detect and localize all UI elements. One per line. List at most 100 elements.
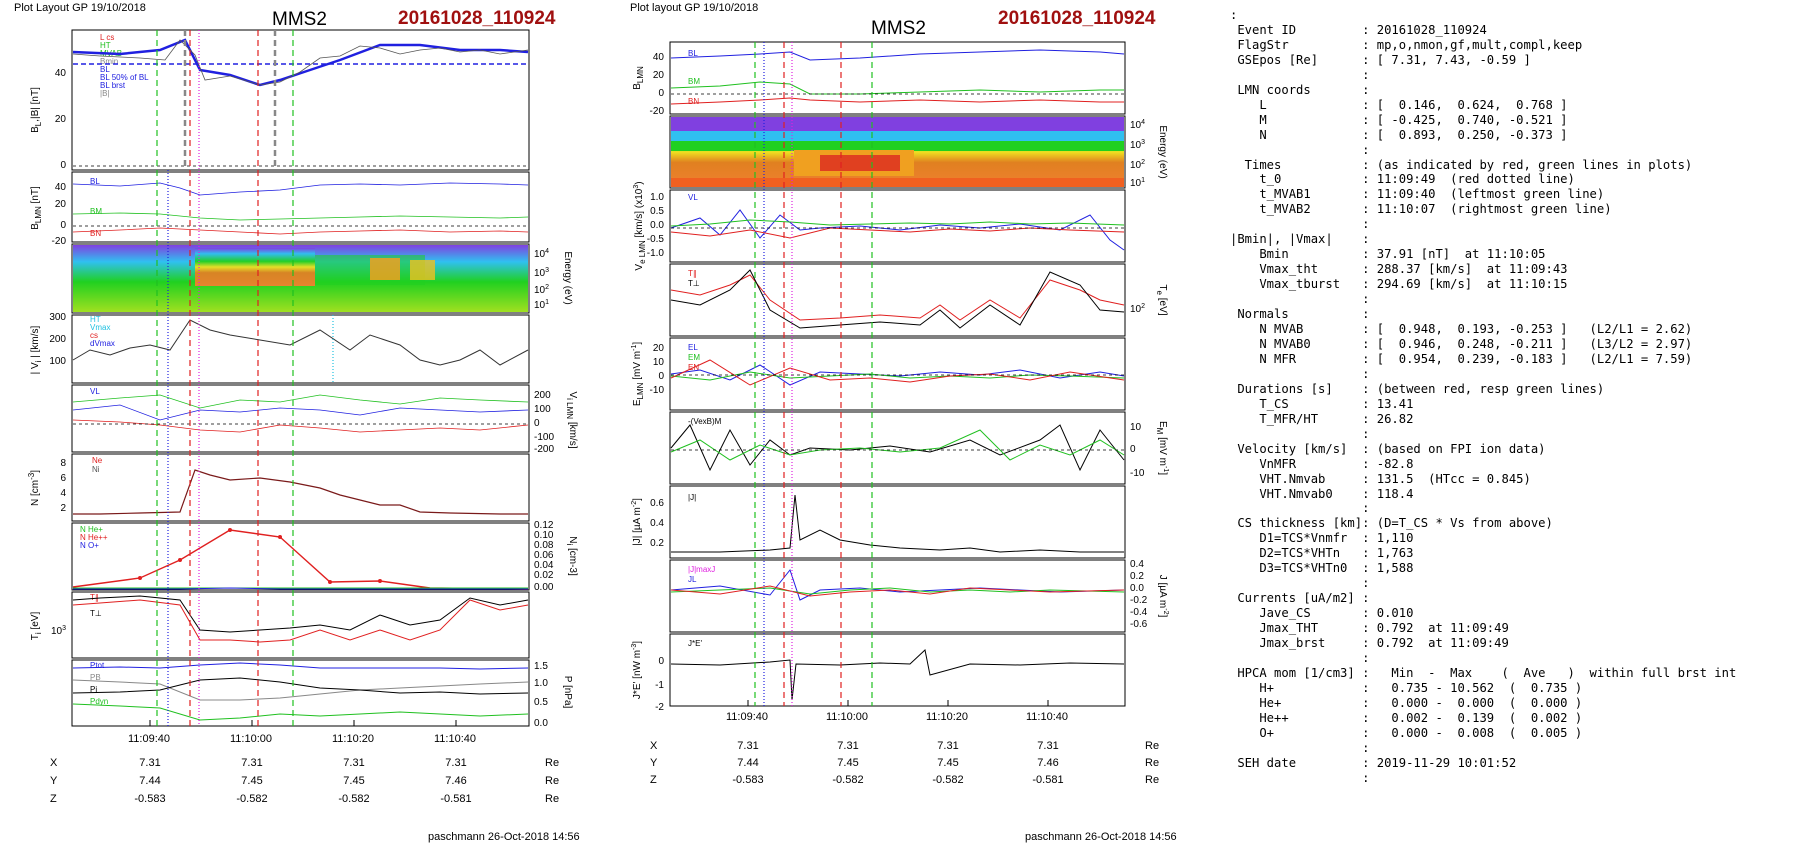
left-trace-vilmn-v <box>72 404 529 421</box>
info-line: T_CS : 13.41 <box>1230 396 1414 411</box>
mid-spectrogram-cyan-band <box>671 131 1124 141</box>
left-panel-vi <box>71 314 530 384</box>
left-legend-pi: Pi <box>90 685 97 694</box>
left-ytick-b-20: 20 <box>55 114 67 125</box>
mid-ytick-ve-00: 0.0 <box>650 220 664 231</box>
mid-ytick-j-04: 0.4 <box>650 518 664 529</box>
left-spectrogram-spot-1 <box>370 258 400 280</box>
left-ytick-b-0: 0 <box>60 160 66 171</box>
info-line: Jave_CS : 0.010 <box>1230 606 1414 621</box>
left-ytick-blmn-20: 20 <box>55 199 67 210</box>
left-legend-blmn-m: BM <box>90 207 102 216</box>
left-coord-z-1: -0.583 <box>134 793 166 805</box>
left-ytick-ti-1e3: 103 <box>51 625 66 637</box>
info-line: D3=TCS*VHTn0 : 1,588 <box>1230 561 1414 576</box>
left-ytick-ni-006: 0.06 <box>534 550 554 561</box>
mid-ytick-e-1: 101 <box>1130 177 1145 189</box>
mid-legend-bm: BM <box>688 77 700 86</box>
left-trace-ti-par <box>72 599 529 643</box>
mid-ylabel-je: J*E' [nW m-3] <box>631 641 643 699</box>
mid-ytick-blmn-0: 0 <box>658 88 664 99</box>
left-ytick-ni-002: 0.02 <box>534 570 554 581</box>
info-line: VnMFR : -82.8 <box>1230 456 1414 471</box>
mid-panel-e <box>669 337 1126 411</box>
middle-sat-title: MMS2 <box>871 18 926 39</box>
left-spectrogram-spot-2 <box>410 260 435 280</box>
mid-trace-te-par <box>670 274 1125 321</box>
mid-ytick-e-10: 10 <box>653 357 665 368</box>
left-coord-x-2: 7.31 <box>241 757 263 769</box>
mid-panel-em <box>669 411 1126 485</box>
left-coord-z-label: Z <box>50 793 57 805</box>
middle-coord-x-4: 7.31 <box>1037 740 1059 752</box>
mid-trace-je <box>670 649 1125 701</box>
mid-trace-em-g <box>670 429 1125 461</box>
left-ytick-p-10: 1.0 <box>534 678 548 689</box>
left-legend-bl50: BL 50% of BL <box>100 73 149 82</box>
left-legend-ptot: Ptot <box>90 661 105 670</box>
left-ytick-vilmn-m200: -200 <box>534 444 554 455</box>
mid-trace-jlmn-r <box>670 585 1125 597</box>
middle-xtick-4: 11:10:40 <box>1026 711 1069 723</box>
left-legend-vi-cs: cs <box>90 331 98 340</box>
left-coord-x-4: 7.31 <box>445 757 467 769</box>
mid-trace-ve-r <box>670 227 1125 239</box>
mid-ytick-em-10: 10 <box>1130 422 1142 433</box>
left-xtick-4: 11:10:40 <box>434 733 477 745</box>
mid-ytick-em-0: 0 <box>1130 444 1136 455</box>
mid-ylabel-ve: Ve LMN [km/s] (x103) <box>633 181 647 270</box>
left-ytick-vilmn-200: 200 <box>534 390 551 401</box>
left-xtick-2: 11:10:00 <box>230 733 273 745</box>
left-ylabel-b: BL,|B| [nT] <box>30 87 43 133</box>
mid-ylabel-em: EM [mV m-1] <box>1155 421 1169 475</box>
mid-ytick-ve-m10: -1.0 <box>647 248 665 259</box>
info-line: |Bmin|, |Vmax| : <box>1230 232 1370 247</box>
left-legend-bmin: Bmin <box>100 57 118 66</box>
mid-ytick-blmn-m20: -20 <box>650 106 665 117</box>
info-line: LMN coords : <box>1230 82 1370 97</box>
info-line: : <box>1230 67 1370 82</box>
mid-trace-bn <box>670 97 1124 105</box>
info-line: Bmin : 37.91 [nT] at 11:10:05 <box>1230 247 1546 262</box>
middle-coord-z-label: Z <box>650 774 657 786</box>
left-ytick-vi-300: 300 <box>49 312 66 323</box>
mid-trace-bm <box>670 81 1124 95</box>
left-trace-ni-dots <box>138 528 382 584</box>
left-ylabel-vilmn: Vi LMN [km/s] <box>565 391 578 448</box>
info-line: N MVAB : [ 0.948, 0.193, -0.253 ] (L2/L1… <box>1230 322 1693 337</box>
mid-ytick-jlmn-m04: -0.4 <box>1130 607 1148 618</box>
info-line: Jmax_brst : 0.792 at 11:09:49 <box>1230 636 1509 651</box>
mid-trace-te-perp <box>670 269 1125 329</box>
left-ytick-e-1: 101 <box>534 299 549 311</box>
left-legend-ni: Ni <box>92 465 100 474</box>
left-ytick-e-4: 104 <box>534 248 549 260</box>
mid-legend-absj: |J| <box>688 493 696 502</box>
info-line: : <box>1230 292 1370 307</box>
info-line: Times : (as indicated by red, green line… <box>1230 157 1693 172</box>
info-line: Event ID : 20161028_110924 <box>1230 22 1487 37</box>
mid-ytick-blmn-20: 20 <box>653 70 665 81</box>
info-line: Normals : <box>1230 307 1370 322</box>
left-coord-x-unit: Re <box>545 757 560 769</box>
left-ytick-e-3: 103 <box>534 267 549 279</box>
left-trace-blmn-m <box>72 212 529 221</box>
left-coord-y-4: 7.46 <box>445 775 467 787</box>
mid-ytick-em-m10: -10 <box>1130 468 1145 479</box>
left-event-title: 20161028_110924 <box>398 8 556 29</box>
mid-ytick-te-2: 102 <box>1130 303 1145 315</box>
mid-trace-jlmn-b <box>670 568 1125 601</box>
mid-trace-ve-g <box>670 219 1125 227</box>
mid-legend-jmax: |J|maxJ <box>688 565 715 574</box>
left-legend-bl: BL <box>100 65 110 74</box>
info-line: t_0 : 11:09:49 (red dotted line) <box>1230 172 1575 187</box>
left-ylabel-ni: Ni [cm-3] <box>565 536 578 576</box>
left-ylabel-energy: Energy (eV) <box>562 251 573 304</box>
mid-ytick-je-0: 0 <box>658 656 664 667</box>
mid-ytick-e-m10: -10 <box>650 385 665 396</box>
left-ytick-vi-100: 100 <box>49 356 66 367</box>
left-coord-z-4: -0.581 <box>440 793 472 805</box>
info-line: O+ : 0.000 - 0.008 ( 0.005 ) <box>1230 725 1583 740</box>
left-ytick-ni-004: 0.04 <box>534 560 554 571</box>
left-legend-vi-ht: HT <box>90 315 101 324</box>
mid-legend-te-perp: T⊥ <box>688 279 700 288</box>
